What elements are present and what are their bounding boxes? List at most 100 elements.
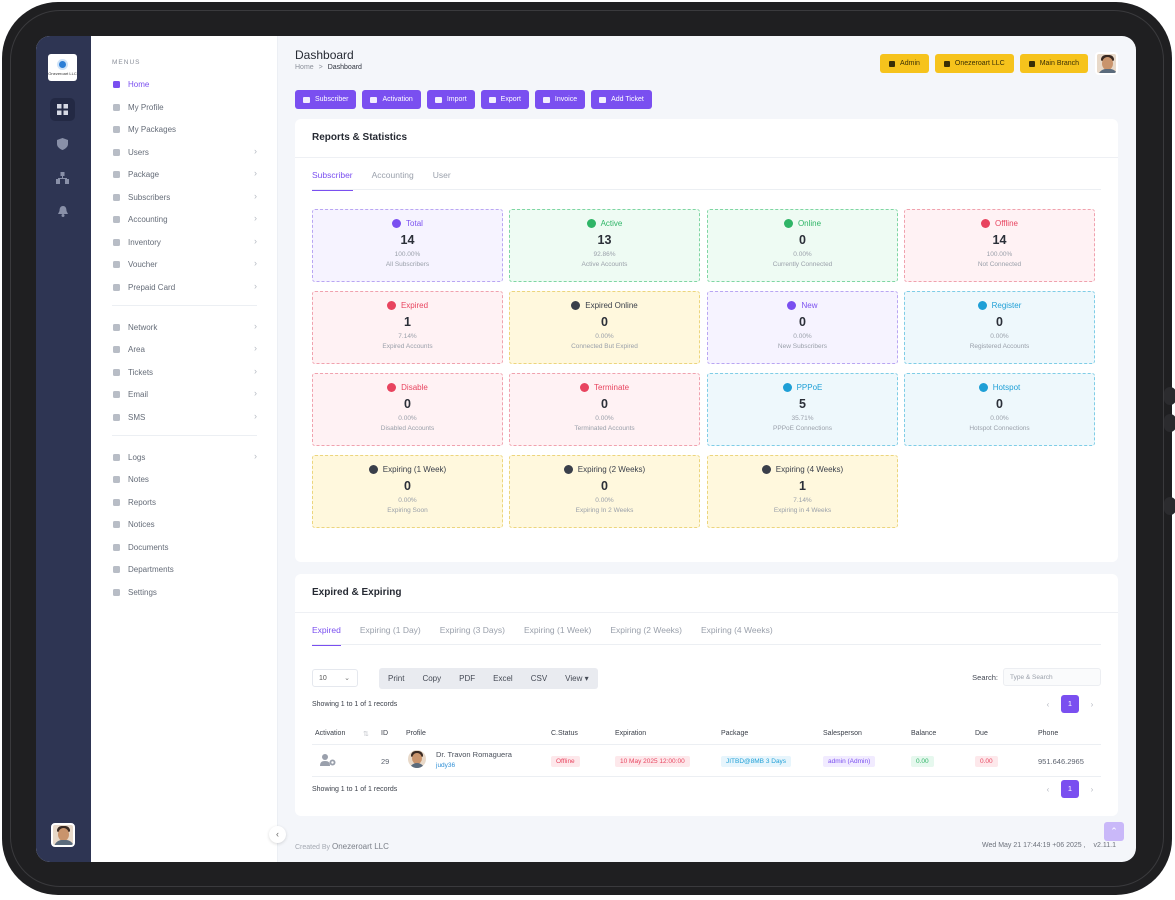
branch-button[interactable]: Main Branch bbox=[1019, 54, 1088, 73]
stat-tile-register[interactable]: Register 0 0.00% Registered Accounts bbox=[904, 291, 1095, 364]
stat-tile-online[interactable]: Online 0 0.00% Currently Connected bbox=[707, 209, 898, 282]
tab-expiring-3-days[interactable]: Expiring (3 Days) bbox=[439, 625, 505, 635]
stat-tile-expired-online[interactable]: Expired Online 0 0.00% Connected But Expire… bbox=[509, 291, 700, 364]
search-input[interactable]: Type & Search bbox=[1003, 668, 1101, 686]
stat-tile-expiring-2-weeks[interactable]: Expiring (2 Weeks) 0 0.00% Expiring In 2 We… bbox=[509, 455, 700, 528]
stat-tile-expiring-4-weeks[interactable]: Expiring (4 Weeks) 1 7.14% Expiring in 4 We… bbox=[707, 455, 898, 528]
tab-expiring-1-day[interactable]: Expiring (1 Day) bbox=[359, 625, 421, 635]
column-header[interactable]: C.Status bbox=[551, 730, 578, 737]
stat-tile-terminate[interactable]: Terminate 0 0.00% Terminated Accounts bbox=[509, 373, 700, 446]
sidebar-item-notes[interactable]: Notes bbox=[112, 471, 257, 487]
page-number-button[interactable]: 1 bbox=[1061, 695, 1079, 713]
tab-expiring-2-weeks[interactable]: Expiring (2 Weeks) bbox=[610, 625, 683, 635]
export-csv-button[interactable]: CSV bbox=[530, 674, 548, 683]
export-excel-button[interactable]: Excel bbox=[493, 674, 513, 683]
sidebar-item-voucher[interactable]: Voucher › bbox=[112, 256, 257, 272]
next-page-button[interactable]: › bbox=[1090, 699, 1094, 709]
header-user-avatar[interactable] bbox=[1095, 52, 1118, 75]
column-header[interactable]: Profile bbox=[406, 730, 426, 737]
sidebar-item-icon bbox=[112, 520, 121, 529]
stat-label: Register bbox=[991, 301, 1022, 310]
rail-dashboard-icon[interactable] bbox=[50, 98, 75, 121]
stat-tile-new[interactable]: New 0 0.00% New Subscribers bbox=[707, 291, 898, 364]
stat-tile-disable[interactable]: Disable 0 0.00% Disabled Accounts bbox=[312, 373, 503, 446]
rail-network-icon[interactable] bbox=[50, 166, 75, 189]
column-header[interactable]: Due bbox=[975, 730, 988, 737]
column-header[interactable]: Expiration bbox=[615, 730, 647, 737]
stat-tile-pppoe[interactable]: PPPoE 5 35.71% PPPoE Connections bbox=[707, 373, 898, 446]
sidebar-item-network[interactable]: Network › bbox=[112, 319, 257, 335]
sidebar-item-subscribers[interactable]: Subscribers › bbox=[112, 189, 257, 205]
export-pdf-button[interactable]: PDF bbox=[459, 674, 476, 683]
sidebar-item-documents[interactable]: Documents bbox=[112, 539, 257, 555]
sidebar-item-notices[interactable]: Notices bbox=[112, 516, 257, 532]
export-button[interactable]: Export bbox=[480, 90, 529, 109]
subscriber-button[interactable]: Subscriber bbox=[295, 90, 357, 109]
rail-bell-icon[interactable] bbox=[50, 200, 75, 223]
column-header[interactable]: Balance bbox=[911, 730, 937, 737]
tab-expiring-1-week[interactable]: Expiring (1 Week) bbox=[523, 625, 592, 635]
tab-accounting[interactable]: Accounting bbox=[371, 170, 414, 180]
column-header[interactable]: Salesperson bbox=[823, 730, 862, 737]
stat-tile-total[interactable]: Total 14 100.00% All Subscribers bbox=[312, 209, 503, 282]
stat-description: Registered Accounts bbox=[969, 343, 1030, 350]
sort-icon[interactable]: ⇅ bbox=[363, 731, 369, 738]
sidebar-item-my-profile[interactable]: My Profile bbox=[112, 99, 257, 115]
export-print-button[interactable]: Print bbox=[388, 674, 405, 683]
scroll-to-top-button[interactable]: ⌃ bbox=[1104, 822, 1124, 841]
sidebar-item-tickets[interactable]: Tickets › bbox=[112, 364, 257, 380]
sidebar-item-reports[interactable]: Reports bbox=[112, 494, 257, 510]
sidebar-item-home[interactable]: Home bbox=[112, 76, 257, 92]
sidebar-item-logs[interactable]: Logs › bbox=[112, 449, 257, 465]
rail-user-avatar[interactable] bbox=[51, 823, 75, 847]
stat-label: Total bbox=[406, 219, 423, 228]
sidebar-item-prepaid-card[interactable]: Prepaid Card › bbox=[112, 279, 257, 295]
tab-subscriber[interactable]: Subscriber bbox=[312, 170, 353, 191]
tab-user[interactable]: User bbox=[432, 170, 451, 180]
company-button[interactable]: Onezeroart LLC bbox=[934, 54, 1014, 73]
next-page-button[interactable]: › bbox=[1090, 784, 1094, 794]
sidebar-item-package[interactable]: Package › bbox=[112, 166, 257, 182]
sidebar-item-area[interactable]: Area › bbox=[112, 341, 257, 357]
activation-icon[interactable] bbox=[320, 754, 336, 768]
stat-tile-expired[interactable]: Expired 1 7.14% Expired Accounts bbox=[312, 291, 503, 364]
admin-button[interactable]: Admin bbox=[880, 54, 929, 73]
footer-company-link[interactable]: Onezeroart LLC bbox=[331, 842, 389, 851]
prev-page-button[interactable]: ‹ bbox=[1046, 699, 1050, 709]
export-copy-button[interactable]: Copy bbox=[422, 674, 442, 683]
collapse-sidebar-button[interactable]: ‹ bbox=[269, 826, 286, 843]
sidebar-item-sms[interactable]: SMS › bbox=[112, 409, 257, 425]
sidebar-item-accounting[interactable]: Accounting › bbox=[112, 211, 257, 227]
invoice-button[interactable]: Invoice bbox=[534, 90, 586, 109]
sidebar-item-label: Prepaid Card bbox=[128, 282, 176, 292]
page-number-button[interactable]: 1 bbox=[1061, 780, 1079, 798]
stat-tile-offline[interactable]: Offline 14 100.00% Not Connected bbox=[904, 209, 1095, 282]
stat-tile-hotspot[interactable]: Hotspot 0 0.00% Hotspot Connections bbox=[904, 373, 1095, 446]
page-size-select[interactable]: 10 ⌄ bbox=[312, 669, 358, 687]
stat-tile-active[interactable]: Active 13 92.86% Active Accounts bbox=[509, 209, 700, 282]
sidebar-item-settings[interactable]: Settings bbox=[112, 584, 257, 600]
stat-icon bbox=[787, 301, 797, 310]
tab-expired[interactable]: Expired bbox=[312, 625, 341, 646]
sidebar-item-departments[interactable]: Departments bbox=[112, 561, 257, 577]
activation-button[interactable]: Activation bbox=[362, 90, 421, 109]
column-header[interactable]: Phone bbox=[1038, 730, 1059, 737]
add-ticket-button[interactable]: Add Ticket bbox=[591, 90, 652, 109]
rail-shield-icon[interactable] bbox=[50, 132, 75, 155]
prev-page-button[interactable]: ‹ bbox=[1046, 784, 1050, 794]
brand-logo[interactable]: Onezeroart LLC bbox=[48, 54, 77, 81]
column-header[interactable]: ID bbox=[381, 730, 388, 737]
import-button[interactable]: Import bbox=[426, 90, 475, 109]
stat-tile-expiring-1-week[interactable]: Expiring (1 Week) 0 0.00% Expiring Soon bbox=[312, 455, 503, 528]
column-header[interactable]: Activation bbox=[315, 730, 346, 737]
breadcrumb-home[interactable]: Home bbox=[295, 64, 314, 71]
sidebar-item-email[interactable]: Email › bbox=[112, 386, 257, 402]
profile-username[interactable]: judy36 bbox=[436, 762, 456, 769]
column-header[interactable]: Package bbox=[721, 730, 749, 737]
profile-name[interactable]: Dr. Travon Romaguera bbox=[436, 750, 512, 759]
sidebar-item-inventory[interactable]: Inventory › bbox=[112, 234, 257, 250]
export-view-button[interactable]: View ▾ bbox=[565, 674, 589, 683]
sidebar-item-users[interactable]: Users › bbox=[112, 144, 257, 160]
sidebar-item-my-packages[interactable]: My Packages bbox=[112, 121, 257, 137]
tab-expiring-4-weeks[interactable]: Expiring (4 Weeks) bbox=[701, 625, 773, 635]
